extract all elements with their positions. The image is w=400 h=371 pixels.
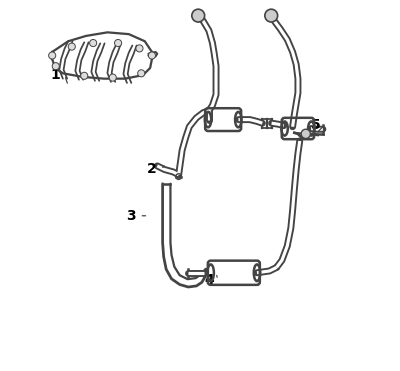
Circle shape [81,72,88,79]
Circle shape [138,70,145,77]
Text: 5: 5 [311,118,321,132]
Text: 2: 2 [147,162,157,177]
Circle shape [68,43,75,50]
Circle shape [265,9,278,22]
Text: 3: 3 [126,209,135,223]
Text: 1: 1 [51,68,61,82]
Circle shape [114,39,122,47]
Circle shape [49,52,56,59]
Text: 4: 4 [204,273,214,287]
Circle shape [136,45,143,52]
Circle shape [148,52,156,59]
Circle shape [90,39,97,47]
Circle shape [52,63,59,70]
Circle shape [301,129,310,138]
Circle shape [192,9,205,22]
Circle shape [109,74,116,81]
